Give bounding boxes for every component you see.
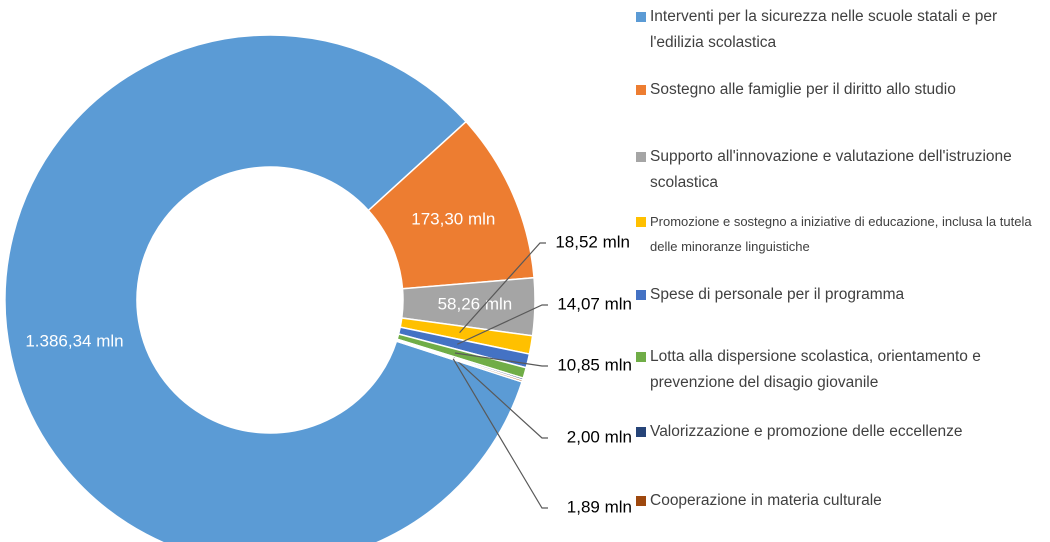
data-label: 1.386,34 mln	[25, 332, 123, 351]
legend-label: Spese di personale per il programma	[650, 286, 905, 303]
donut-slice	[395, 339, 524, 383]
legend-label: Valorizzazione e promozione delle eccell…	[650, 423, 963, 440]
data-label: 18,52 mln	[555, 232, 630, 251]
leader-line	[453, 357, 548, 439]
data-label: 58,26 mln	[438, 295, 513, 314]
legend-label: Cooperazione in materia culturale	[650, 492, 882, 509]
legend-label: Sostegno alle famiglie per il diritto al…	[650, 81, 956, 98]
leader-line	[452, 358, 548, 509]
legend-label: Promozione e sostegno a iniziative di ed…	[650, 214, 1032, 254]
leader-line	[456, 304, 548, 345]
data-label: 2,00 mln	[567, 427, 632, 446]
data-label: 1,89 mln	[567, 497, 632, 516]
legend-label: Interventi per la sicurezza nelle scuole…	[650, 8, 998, 51]
legend-swatch	[636, 352, 646, 362]
legend-label: Lotta alla dispersione scolastica, orien…	[650, 348, 981, 391]
data-label: 14,07 mln	[557, 294, 632, 313]
legend-swatch	[636, 217, 646, 227]
legend-swatch	[636, 496, 646, 506]
legend-label: Supporto all'innovazione e valutazione d…	[650, 148, 1012, 191]
legend-swatch	[636, 427, 646, 437]
leader-line	[454, 352, 548, 367]
legend-swatch	[636, 12, 646, 22]
data-label: 173,30 mln	[411, 210, 495, 229]
legend-swatch	[636, 85, 646, 95]
donut-slice	[4, 34, 523, 542]
leader-line	[459, 242, 546, 334]
legend-swatch	[636, 290, 646, 300]
legend-swatch	[636, 152, 646, 162]
data-label: 10,85 mln	[557, 355, 632, 374]
